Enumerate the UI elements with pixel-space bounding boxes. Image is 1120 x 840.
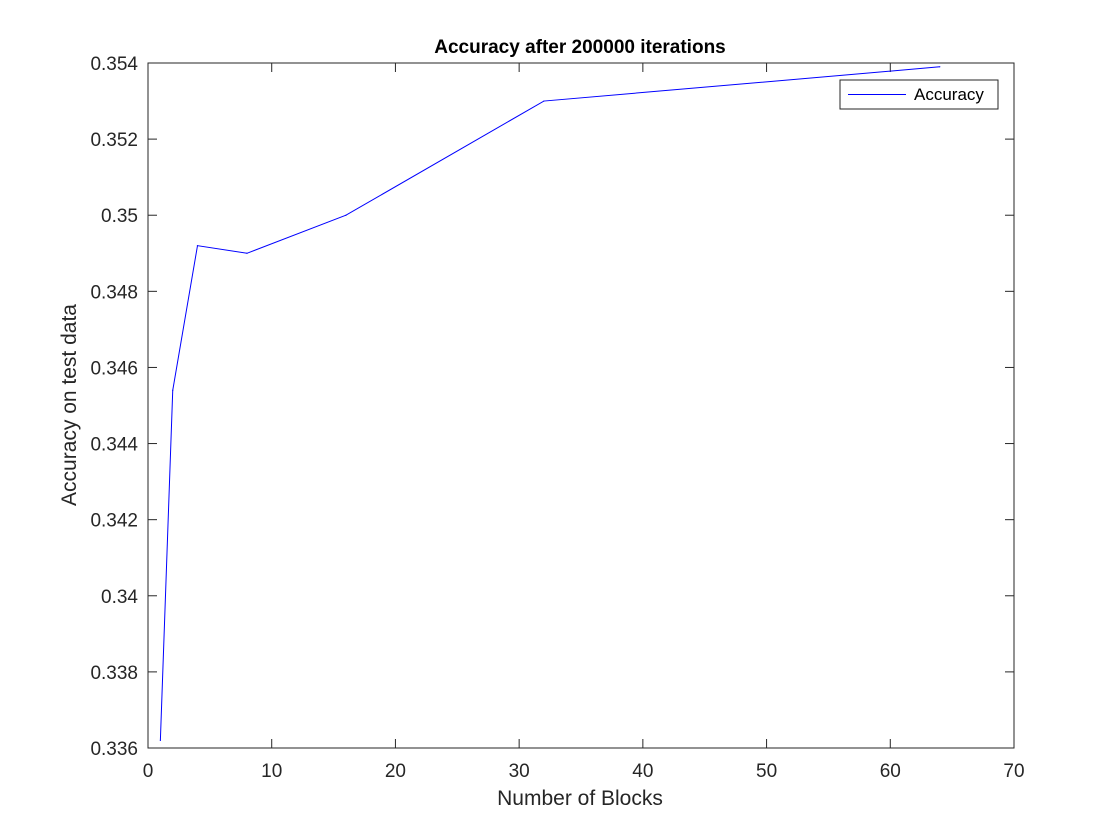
data-point	[172, 389, 174, 391]
y-axis-ticks: 0.336 0.338 0.34 0.342 0.344 0.346 0.348 0.35 0.…	[90, 54, 1014, 760]
y-tick-label: 0.354	[90, 54, 138, 75]
y-tick-label: 0.348	[90, 282, 138, 303]
axes-box	[147, 62, 1015, 749]
data-point	[939, 66, 941, 68]
x-tick-label: 40	[632, 761, 653, 782]
data-point	[543, 100, 545, 102]
chart-title: Accuracy after 200000 iterations	[434, 37, 726, 58]
x-tick-label: 60	[880, 761, 901, 782]
x-tick-label: 0	[143, 761, 154, 782]
data-point	[196, 245, 199, 247]
y-tick-label: 0.352	[90, 130, 138, 151]
plot-area	[148, 63, 1014, 748]
x-axis-ticks: 0 10 20 30 40 50 60 70	[143, 63, 1025, 782]
data-point	[246, 252, 248, 254]
data-point	[159, 739, 161, 741]
data-point	[345, 214, 347, 216]
y-tick-label: 0.346	[90, 358, 138, 379]
y-axis-label: Accuracy on test data	[58, 304, 81, 506]
y-tick-label: 0.336	[90, 739, 138, 760]
x-tick-label: 30	[509, 761, 530, 782]
y-tick-label: 0.34	[101, 587, 138, 608]
x-tick-label: 70	[1003, 761, 1024, 782]
y-tick-label: 0.344	[90, 435, 138, 456]
x-tick-label: 20	[385, 761, 406, 782]
x-tick-label: 50	[756, 761, 777, 782]
y-tick-label: 0.35	[101, 206, 138, 227]
legend-label-accuracy: Accuracy	[914, 85, 984, 104]
series-points-accuracy	[159, 66, 941, 741]
x-tick-label: 10	[261, 761, 282, 782]
y-tick-label: 0.342	[90, 511, 138, 532]
y-tick-label: 0.338	[90, 663, 138, 684]
legend: Accuracy	[839, 79, 999, 110]
x-axis-label: Number of Blocks	[497, 787, 663, 810]
